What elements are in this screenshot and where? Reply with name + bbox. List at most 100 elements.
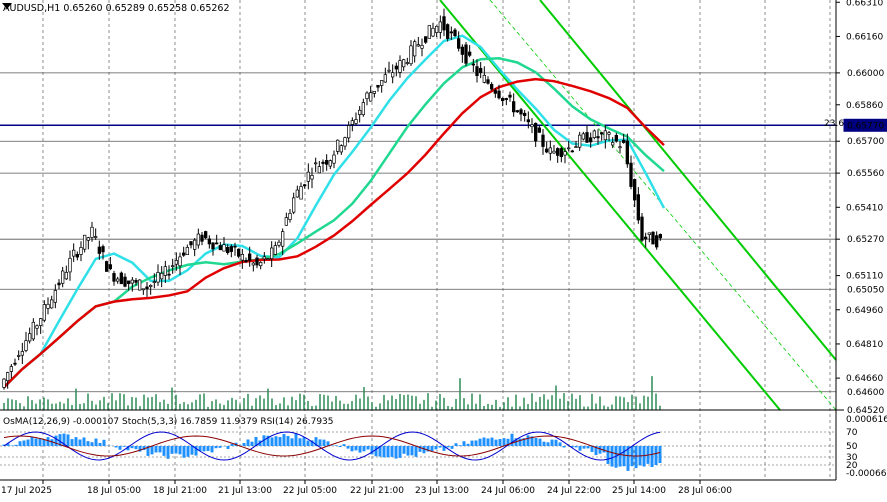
- candle-body: [652, 232, 655, 244]
- candle-body: [626, 141, 629, 164]
- osma-bar: [231, 444, 234, 446]
- candle-body: [564, 152, 567, 156]
- candle-body: [87, 238, 90, 241]
- candle-body: [589, 138, 592, 142]
- candle-body: [549, 148, 552, 153]
- candle-body: [520, 110, 523, 114]
- osma-bar: [619, 446, 622, 467]
- osma-bar: [155, 446, 158, 452]
- candle-body: [439, 22, 442, 32]
- candle-body: [575, 147, 578, 148]
- candle-body: [413, 42, 416, 56]
- candle-body: [457, 39, 460, 49]
- osma-bar: [31, 437, 34, 446]
- osc-level-label: 50: [846, 442, 858, 452]
- candle-body: [472, 64, 475, 65]
- osma-bar: [367, 446, 370, 450]
- osma-bar: [347, 446, 350, 449]
- candle-body: [135, 280, 138, 282]
- osma-bar: [555, 440, 558, 446]
- osma-bar: [167, 446, 170, 459]
- candle-body: [509, 95, 512, 97]
- time-tick-label: 21 Jul 13:00: [218, 486, 272, 496]
- candle-body: [157, 272, 160, 282]
- candle-body: [69, 258, 72, 272]
- candle-body: [76, 254, 79, 257]
- candle-body: [153, 282, 156, 283]
- osma-bar: [275, 436, 278, 446]
- osma-bar: [71, 439, 74, 446]
- osma-bar: [131, 446, 134, 448]
- symbol-header: AUDUSD,H1 0.65260 0.65289 0.65258 0.6526…: [3, 3, 230, 14]
- osma-bar: [355, 446, 358, 450]
- candle-body: [490, 84, 493, 89]
- osma-bar: [471, 441, 474, 446]
- osma-bar: [351, 446, 354, 451]
- osma-bar: [511, 434, 514, 446]
- candle-body: [116, 279, 119, 281]
- candle-body: [648, 233, 651, 235]
- osma-bar: [383, 446, 386, 457]
- candle-body: [553, 151, 556, 153]
- osma-bar: [543, 442, 546, 446]
- osma-bar: [579, 446, 582, 451]
- candle-body: [248, 254, 251, 260]
- candle-body: [124, 277, 127, 286]
- candle-body: [395, 66, 398, 69]
- candle-body: [336, 140, 339, 151]
- price-tick-label: 0.64660: [846, 374, 883, 384]
- osma-bar: [403, 446, 406, 454]
- candle-body: [527, 120, 530, 122]
- candle-body: [600, 133, 603, 134]
- candle-body: [190, 242, 193, 245]
- osma-bar: [67, 434, 70, 446]
- candle-body: [479, 68, 482, 72]
- candle-body: [494, 90, 497, 93]
- fib-level-label: 23.6: [824, 119, 844, 129]
- osc-axis-label: -0.000669: [846, 469, 887, 479]
- candle-body: [241, 254, 244, 260]
- candle-body: [245, 260, 248, 261]
- time-tick-label: 28 Jul 06:00: [678, 486, 732, 496]
- osma-bar: [43, 440, 46, 446]
- candle-body: [58, 283, 61, 285]
- candle-body: [28, 334, 31, 341]
- osma-bar: [479, 439, 482, 446]
- candle-body: [311, 175, 314, 179]
- candle-body: [476, 67, 479, 76]
- osma-bar: [115, 446, 118, 447]
- candle-body: [318, 167, 321, 173]
- candle-body: [292, 198, 295, 212]
- candle-body: [168, 274, 171, 275]
- osma-bar: [651, 446, 654, 467]
- osma-bar: [219, 446, 222, 448]
- candle-body: [131, 280, 134, 283]
- candle-body: [17, 355, 20, 356]
- osma-bar: [655, 446, 658, 465]
- candle-body: [91, 227, 94, 237]
- osma-bar: [187, 446, 190, 457]
- price-level-label: 0.65700: [847, 137, 884, 147]
- candle-body: [347, 126, 350, 138]
- candle-body: [61, 271, 64, 283]
- osma-bar: [399, 446, 402, 458]
- candle-body: [197, 234, 200, 245]
- candle-body: [380, 80, 383, 85]
- candle-body: [182, 253, 185, 255]
- candle-body: [179, 257, 182, 266]
- osma-bar: [103, 440, 106, 446]
- candle-body: [215, 243, 218, 244]
- osma-bar: [375, 446, 378, 456]
- osma-bar: [175, 446, 178, 454]
- osma-bar: [491, 438, 494, 446]
- osma-bar: [83, 437, 86, 446]
- price-level-label: 0.65770: [847, 121, 884, 131]
- candle-body: [263, 257, 266, 259]
- candle-body: [358, 110, 361, 114]
- candle-body: [281, 232, 284, 247]
- candle-body: [300, 186, 303, 199]
- candle-body: [314, 163, 317, 164]
- candle-body: [94, 237, 97, 238]
